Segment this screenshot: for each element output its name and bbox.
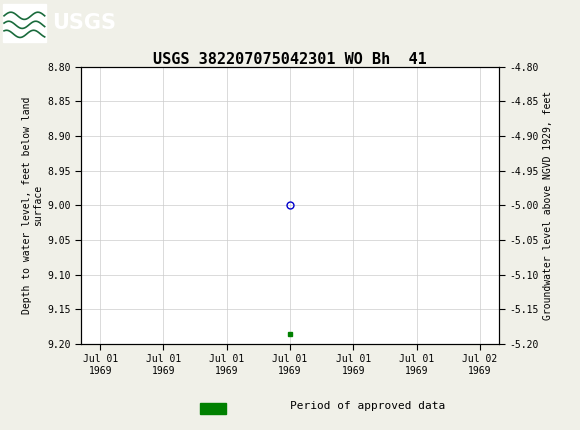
FancyBboxPatch shape (3, 3, 46, 42)
Y-axis label: Depth to water level, feet below land
surface: Depth to water level, feet below land su… (21, 97, 43, 314)
Text: Period of approved data: Period of approved data (290, 401, 445, 412)
Text: USGS: USGS (52, 12, 116, 33)
Text: USGS 382207075042301 WO Bh  41: USGS 382207075042301 WO Bh 41 (153, 52, 427, 67)
Y-axis label: Groundwater level above NGVD 1929, feet: Groundwater level above NGVD 1929, feet (543, 91, 553, 320)
